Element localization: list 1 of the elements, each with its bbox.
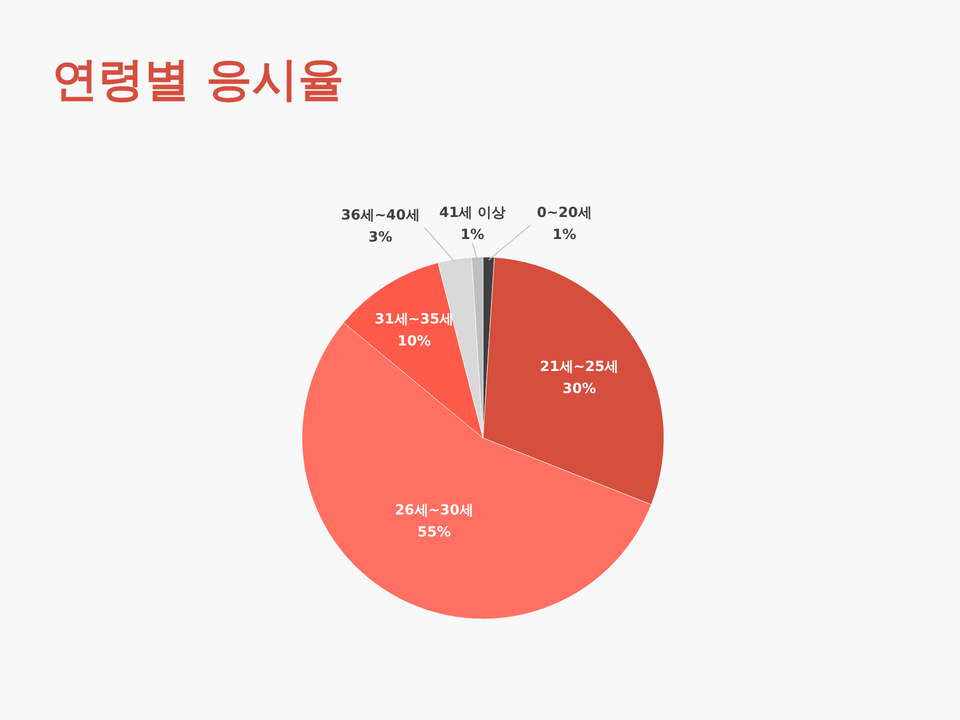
title: 연령별 응시율 <box>52 52 344 106</box>
